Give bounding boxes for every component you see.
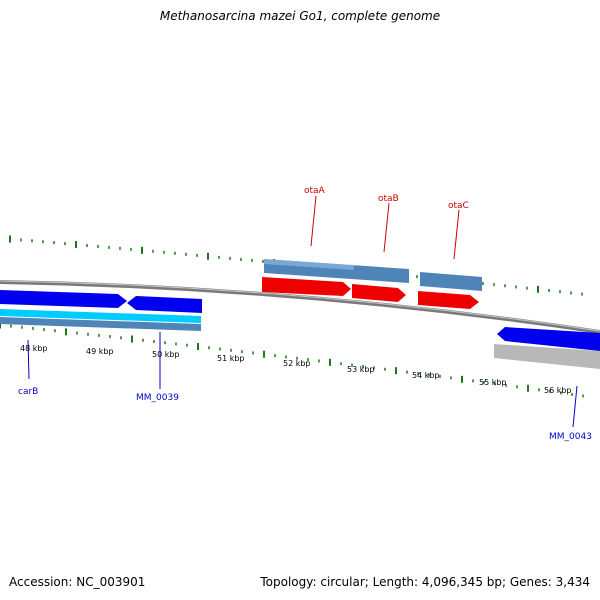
gene-label-mm0039[interactable]: MM_0039	[136, 393, 179, 403]
scale-label: 56 kbp	[544, 386, 572, 395]
scale-label: 48 kbp	[20, 344, 48, 353]
gene-otaa-arrow[interactable]	[262, 277, 351, 296]
lower-tick-marks	[0, 321, 584, 398]
scale-label: 51 kbp	[217, 354, 245, 363]
gray-feature-right	[494, 344, 600, 369]
scale-label: 55 kbp	[479, 378, 507, 387]
steel-feature-otac[interactable]	[420, 272, 482, 291]
gene-label-mm0043[interactable]: MM_0043	[549, 432, 592, 442]
steel-feature-otaa-highlight	[264, 259, 354, 270]
gene-label-otaa[interactable]: otaA	[304, 186, 326, 196]
gene-otac-arrow[interactable]	[418, 291, 479, 309]
light-feature-left	[0, 309, 201, 323]
scale-label: 50 kbp	[152, 350, 180, 359]
scale-label: 49 kbp	[86, 347, 114, 356]
otaa-leader	[310, 195, 317, 247]
otac-leader	[453, 209, 460, 260]
mm0043-leader	[572, 385, 578, 428]
gene-label-otac[interactable]: otaC	[448, 201, 469, 211]
gene-carb-arrow[interactable]	[0, 290, 127, 308]
gene-mm0043-arrow[interactable]	[497, 327, 600, 351]
carb-leader	[27, 339, 30, 380]
gene-mm0039-arrow[interactable]	[127, 296, 202, 313]
gene-otab-arrow[interactable]	[352, 284, 406, 302]
accession-text: Accession: NC_003901	[9, 575, 146, 589]
scale-label: 54 kbp	[412, 371, 440, 380]
genome-backbone	[0, 280, 600, 334]
steel-feature-left	[0, 317, 201, 331]
scale-label: 53 kbp	[347, 365, 375, 374]
genome-summary: Topology: circular; Length: 4,096,345 bp…	[260, 575, 590, 589]
genome-backbone-highlight	[0, 280, 600, 332]
otab-leader	[383, 202, 390, 253]
map-title: Methanosarcina mazei Go1, complete genom…	[159, 9, 441, 23]
scale-label: 52 kbp	[283, 359, 311, 368]
gene-label-otab[interactable]: otaB	[378, 194, 399, 204]
gene-label-carb[interactable]: carB	[18, 387, 38, 397]
